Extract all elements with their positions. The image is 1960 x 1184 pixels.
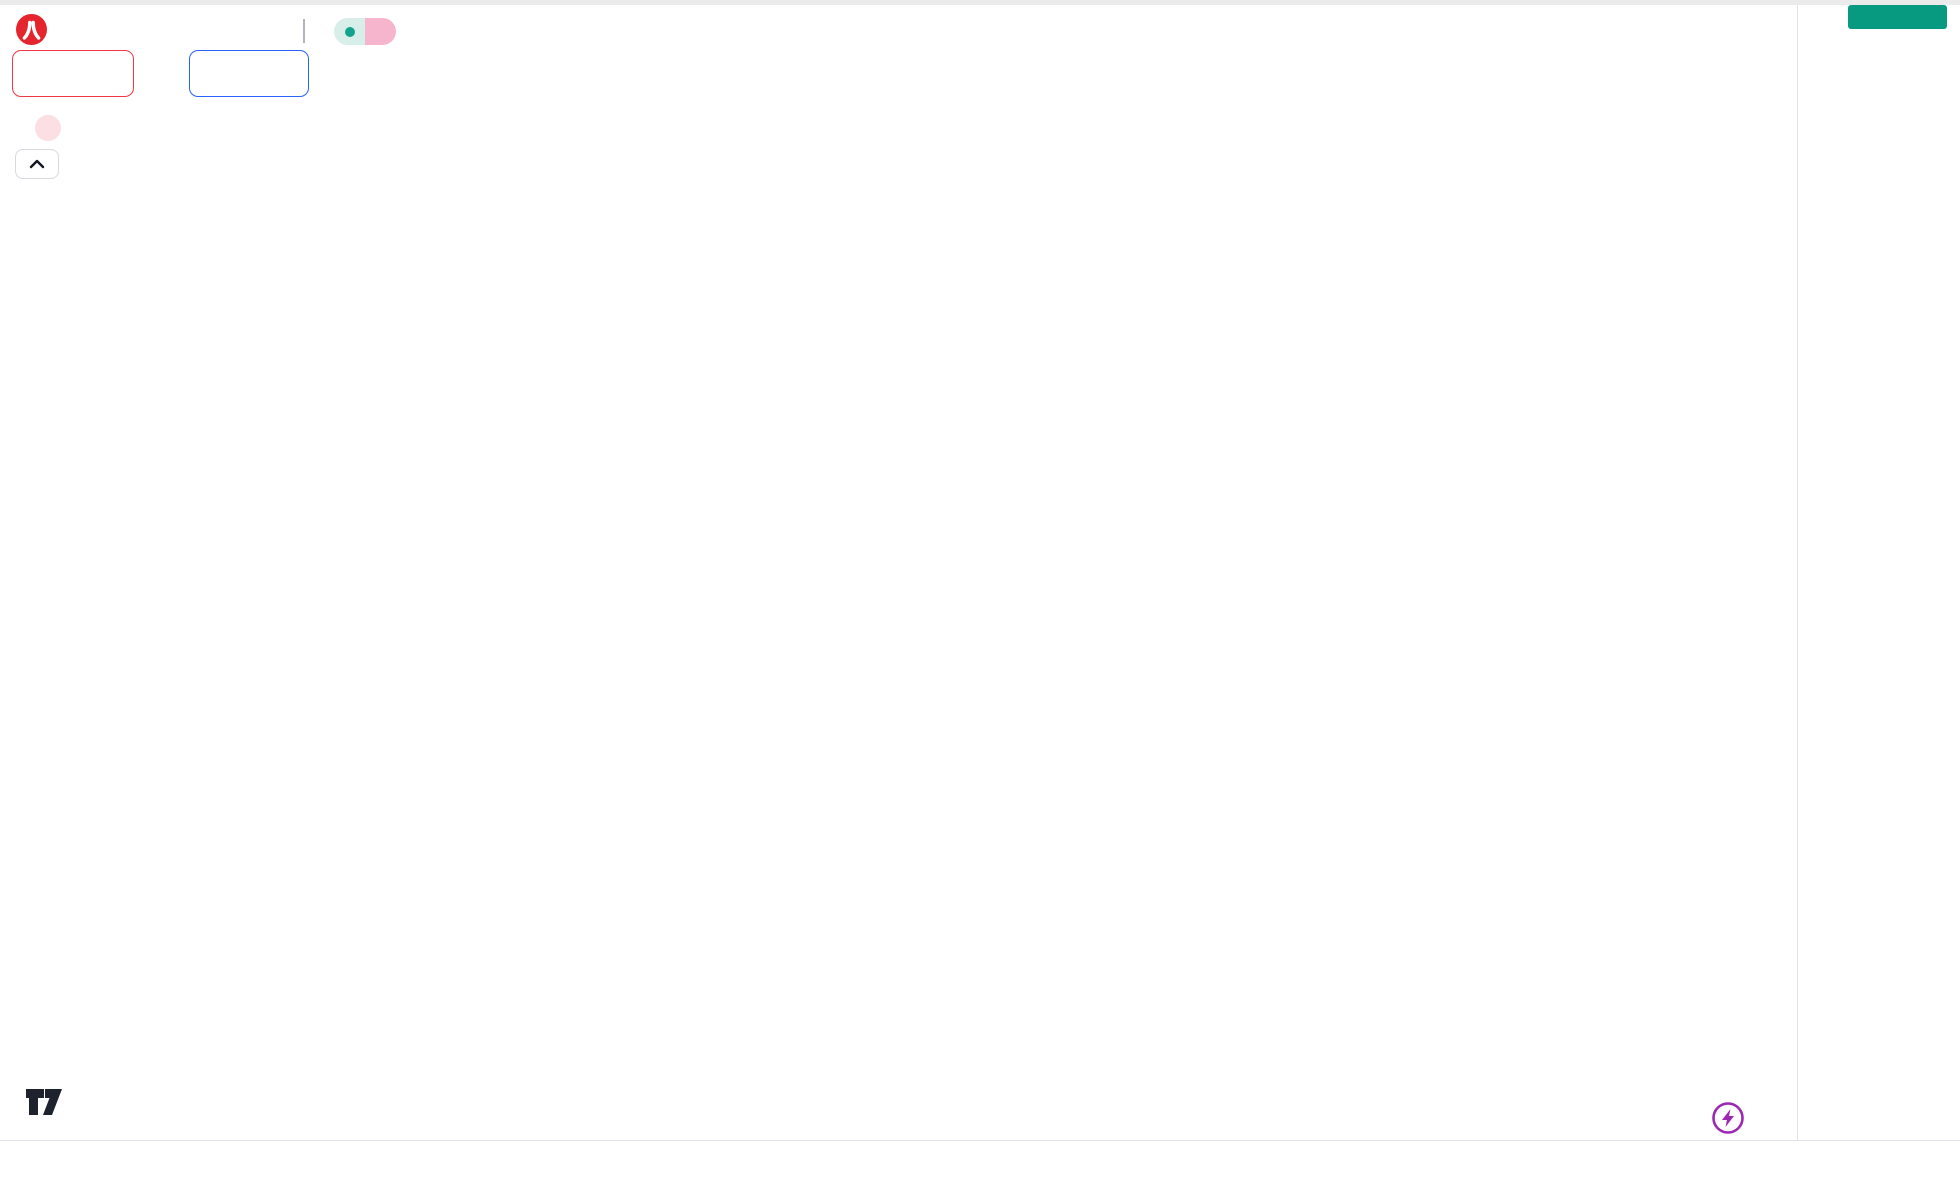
market-status-dot-icon[interactable] <box>334 18 365 45</box>
tradingview-logo-icon <box>26 1089 62 1115</box>
approx-wave-icon[interactable] <box>365 18 396 45</box>
ohlc-values <box>412 22 455 44</box>
buy-button[interactable] <box>189 50 309 97</box>
sell-button[interactable] <box>12 50 134 97</box>
hsi-symbol-logo-icon <box>16 14 47 45</box>
window-top-edge <box>0 0 1960 5</box>
chart-mode-pill[interactable] <box>334 18 396 45</box>
title-divider <box>303 19 305 43</box>
price-axis[interactable] <box>1797 5 1960 1140</box>
last-price-tag[interactable] <box>1848 5 1947 29</box>
pane-collapse-button[interactable] <box>15 149 59 179</box>
tradingview-watermark[interactable] <box>24 1084 77 1120</box>
study-warning-icon[interactable] <box>35 115 61 141</box>
chevron-up-icon <box>29 159 45 169</box>
time-axis[interactable] <box>0 1140 1960 1184</box>
chart-header <box>0 5 1790 53</box>
volume-study-legend <box>15 115 61 141</box>
lightning-bolt-icon[interactable] <box>1711 1101 1745 1135</box>
